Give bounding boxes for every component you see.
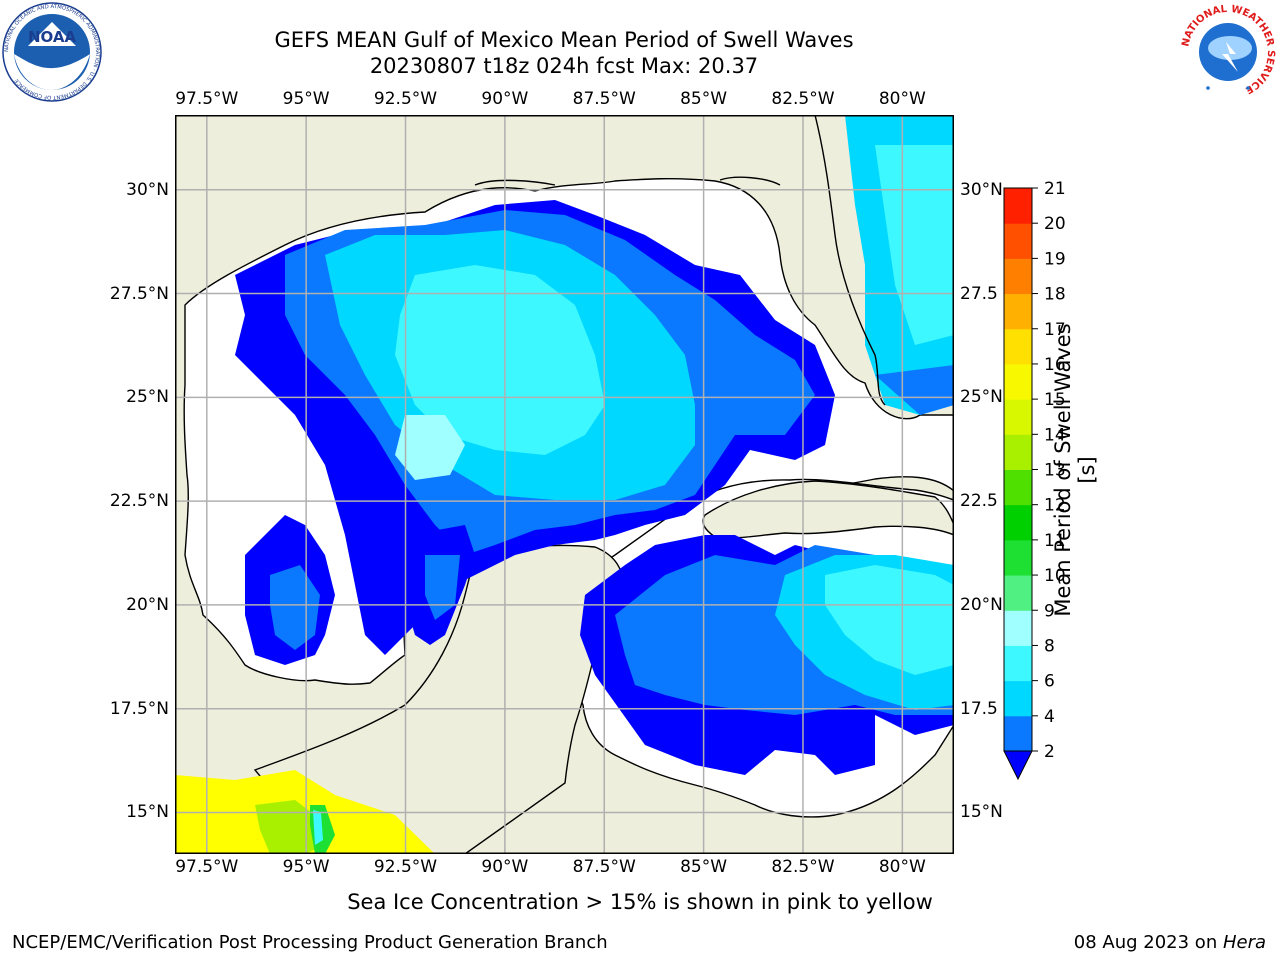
lon-label-top: 82.5°W [771, 89, 835, 109]
colorbar-tick-label: 11 [1044, 531, 1066, 551]
colorbar-tick-label: 14 [1044, 425, 1066, 445]
lon-label-top: 95°W [282, 89, 330, 109]
colorbar-segment [1004, 539, 1032, 576]
colorbar-segment [1004, 575, 1032, 611]
lon-label-bottom: 90°W [481, 857, 529, 877]
colorbar-segment [1004, 328, 1032, 365]
footer-producer: NCEP/EMC/Verification Post Processing Pr… [12, 932, 608, 953]
lon-label-top: 92.5°W [373, 89, 438, 109]
colorbar-tick-label: 21 [1044, 180, 1066, 199]
noaa-logo: NATIONAL OCEANIC AND ATMOSPHERIC ADMINIS… [2, 2, 102, 102]
coastlines [474, 115, 886, 406]
noaa-wordmark: NOAA [28, 28, 77, 46]
lat-label-right: 25°N [960, 387, 1003, 408]
nws-logo: NATIONAL WEATHER SERVICE [1178, 2, 1278, 102]
colorbar-tick-label: 2 [1044, 742, 1055, 762]
colorbar-segment [1004, 399, 1032, 435]
colorbar-tick-label: 10 [1044, 566, 1066, 586]
lat-label-right: 20°N [960, 594, 1003, 615]
lon-label-bottom: 82.5°W [771, 857, 835, 877]
map-frame [175, 115, 954, 854]
lat-label-right: 22.5 [960, 491, 998, 512]
lon-label-bottom: 85°W [680, 857, 728, 877]
colorbar-segment [1004, 223, 1032, 259]
lon-label-top: 90°W [481, 89, 529, 109]
lon-label-bottom: 95°W [282, 857, 330, 877]
colorbar: 2 4 6 8 9 10 11 12 13 14 15 16 17 18 19 20 21 [995, 179, 1105, 790]
lon-label-top: 87.5°W [572, 89, 636, 109]
colorbar-segment [1004, 258, 1032, 295]
lat-label-left: 27.5°N [109, 283, 169, 304]
lat-label-right: 17.5 [960, 698, 998, 719]
swell-field [175, 115, 954, 854]
colorbar-tick-label: 9 [1044, 601, 1055, 621]
footer-date: 08 Aug 2023 on Hera [1074, 932, 1266, 953]
lat-label-left: 17.5°N [109, 698, 169, 719]
colorbar-extend-min [1003, 750, 1033, 781]
colorbar-tick-label: 6 [1044, 672, 1055, 692]
colorbar-tick-label: 18 [1044, 285, 1066, 305]
colorbar-segment [1004, 645, 1032, 682]
lat-label-left: 20°N [126, 594, 169, 615]
chart-subtitle: 20230807 t18z 024h fcst Max: 20.37 [369, 54, 759, 78]
colorbar-tick-label: 20 [1044, 214, 1066, 234]
colorbar-tick-label: 17 [1044, 320, 1066, 340]
map-panel [175, 115, 954, 854]
colorbar-tick-label: 12 [1044, 496, 1066, 516]
lat-label-left: 25°N [126, 387, 169, 408]
colorbar-tick-label: 4 [1044, 707, 1055, 727]
lon-label-bottom: 97.5°W [175, 857, 239, 877]
lon-label-bottom: 87.5°W [572, 857, 636, 877]
lon-label-bottom: 92.5°W [373, 857, 438, 877]
colorbar-segment [1004, 715, 1032, 752]
footer-date-text: 08 Aug 2023 on [1073, 932, 1223, 953]
lat-label-right: 15°N [960, 802, 1003, 823]
colorbar-tick-label: 16 [1044, 355, 1066, 375]
lon-label-top: 80°W [878, 89, 926, 109]
colorbar-segment [1004, 469, 1032, 506]
colorbar-segment [1004, 504, 1032, 541]
colorbar-tick-label: 15 [1044, 390, 1066, 410]
colorbar-segment [1004, 434, 1032, 470]
colorbar-segment [1004, 610, 1032, 646]
graticule [175, 115, 954, 854]
colorbar-label: Mean Period of Swell Waves [s] [1051, 323, 1099, 617]
lon-label-top: 97.5°W [175, 89, 239, 109]
colorbar-segment [1004, 680, 1032, 717]
colorbar-tick-label: 19 [1044, 249, 1066, 269]
chart-title: GEFS MEAN Gulf of Mexico Mean Period of … [274, 28, 854, 52]
colorbar-segment [1004, 363, 1032, 400]
lat-label-left: 30°N [126, 179, 169, 200]
footer-machine: Hera [1222, 932, 1266, 953]
colorbar-segment [1004, 293, 1032, 330]
colorbar-tick-label: 13 [1044, 461, 1066, 481]
lat-label-left: 22.5°N [109, 491, 169, 512]
lat-label-right: 27.5 [960, 283, 998, 304]
colorbar-tick-label: 8 [1044, 636, 1055, 656]
lon-label-top: 85°W [680, 89, 728, 109]
lon-label-bottom: 80°W [878, 857, 926, 877]
colorbar-segment [1004, 188, 1032, 224]
sea-ice-note: Sea Ice Concentration > 15% is shown in … [347, 890, 933, 914]
lat-label-left: 15°N [126, 802, 169, 823]
lat-label-right: 30°N [960, 179, 1003, 200]
